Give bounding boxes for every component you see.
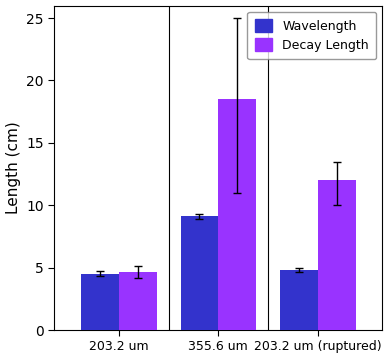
Bar <box>318 180 356 330</box>
Bar <box>81 274 119 330</box>
Bar <box>119 272 157 330</box>
Bar <box>218 99 256 330</box>
Bar <box>180 216 218 330</box>
Y-axis label: Length (cm): Length (cm) <box>5 121 20 214</box>
Bar <box>280 270 318 330</box>
Legend: Wavelength, Decay Length: Wavelength, Decay Length <box>247 12 376 59</box>
